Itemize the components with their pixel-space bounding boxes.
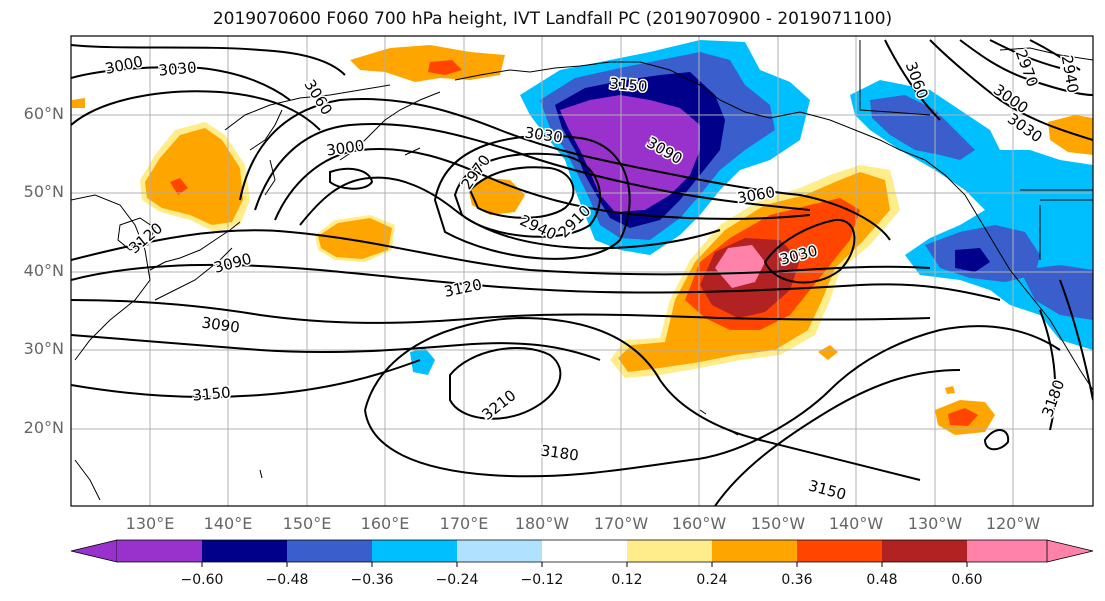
colorbar-segment bbox=[627, 540, 712, 562]
colorbar-segment bbox=[967, 540, 1047, 562]
colorbar-tick-label: 0.12 bbox=[611, 572, 643, 588]
lon-label-160e: 160°E bbox=[360, 514, 410, 533]
colorbar-tick-label: −0.48 bbox=[265, 572, 309, 588]
colorbar-tick-label: 0.36 bbox=[781, 572, 813, 588]
lon-label-170w: 170°W bbox=[593, 514, 649, 533]
colorbar bbox=[70, 539, 1094, 567]
contour-label: 3150 bbox=[192, 383, 232, 404]
lon-label-130e: 130°E bbox=[125, 514, 175, 533]
plot-title: 2019070600 F060 700 hPa height, IVT Land… bbox=[212, 9, 893, 29]
colorbar-segment bbox=[372, 540, 457, 562]
colorbar-ticks bbox=[201, 562, 968, 567]
colorbar-segment bbox=[287, 540, 372, 562]
colorbar-segment bbox=[797, 540, 882, 562]
lon-label-120w: 120°W bbox=[985, 514, 1041, 533]
ivt-shading-negative-north-pacific bbox=[520, 40, 810, 255]
colorbar-tick-label: 0.24 bbox=[696, 572, 728, 588]
colorbar-segment bbox=[202, 540, 287, 562]
colorbar-tick-label: −0.36 bbox=[350, 572, 394, 588]
colorbar-tick-label: −0.12 bbox=[520, 572, 564, 588]
lon-label-160w: 160°W bbox=[671, 514, 727, 533]
colorbar-tick-label: −0.24 bbox=[435, 572, 479, 588]
colorbar-segment bbox=[542, 540, 627, 562]
lat-label-60n: 60°N bbox=[23, 104, 64, 123]
colorbar-segment bbox=[117, 540, 202, 562]
colorbar-segment bbox=[457, 540, 542, 562]
colorbar-tick-label: −0.60 bbox=[180, 572, 224, 588]
lon-label-150e: 150°E bbox=[282, 514, 332, 533]
lon-label-140w: 140°W bbox=[828, 514, 884, 533]
lat-label-30n: 30°N bbox=[23, 339, 64, 358]
ivt-shading-negative-gulf-alaska bbox=[410, 80, 1093, 375]
lat-label-50n: 50°N bbox=[23, 182, 64, 201]
colorbar-extend-high bbox=[1046, 539, 1094, 563]
ivt-shading-positive-asia bbox=[72, 45, 1093, 435]
coastlines bbox=[71, 40, 1093, 501]
colorbar-segment bbox=[882, 540, 967, 562]
colorbar-tick-label: 0.48 bbox=[866, 572, 898, 588]
lon-label-140e: 140°E bbox=[203, 514, 253, 533]
colorbar-frame bbox=[117, 539, 1047, 563]
colorbar-tick-label: 0.60 bbox=[951, 572, 983, 588]
lat-label-40n: 40°N bbox=[23, 261, 64, 280]
lon-label-180w: 180°W bbox=[514, 514, 570, 533]
contour-label: 3150 bbox=[609, 74, 649, 95]
lat-label-20n: 20°N bbox=[23, 418, 64, 437]
contour-label: 3030 bbox=[524, 123, 564, 146]
map-frame bbox=[70, 35, 1094, 507]
contour-label: 3030 bbox=[158, 58, 198, 79]
lon-label-150w: 150°W bbox=[750, 514, 806, 533]
contour-label: 3180 bbox=[540, 441, 580, 464]
colorbar-extend-low bbox=[70, 539, 118, 563]
lon-label-170e: 170°E bbox=[439, 514, 489, 533]
height-contours bbox=[71, 39, 1093, 506]
lon-label-130w: 130°W bbox=[907, 514, 963, 533]
colorbar-segment bbox=[712, 540, 797, 562]
